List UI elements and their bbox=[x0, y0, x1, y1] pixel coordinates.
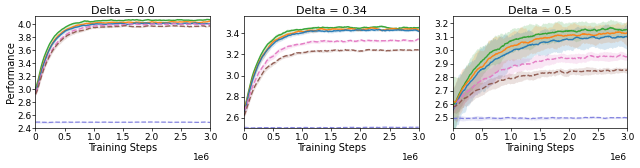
Text: 1e6: 1e6 bbox=[193, 153, 210, 162]
Text: 1e6: 1e6 bbox=[401, 153, 419, 162]
Title: Delta = 0.5: Delta = 0.5 bbox=[508, 6, 572, 16]
X-axis label: Training Steps: Training Steps bbox=[297, 143, 366, 153]
Title: Delta = 0.0: Delta = 0.0 bbox=[91, 6, 155, 16]
X-axis label: Training Steps: Training Steps bbox=[88, 143, 157, 153]
Title: Delta = 0.34: Delta = 0.34 bbox=[296, 6, 367, 16]
Y-axis label: Performance: Performance bbox=[6, 41, 15, 103]
X-axis label: Training Steps: Training Steps bbox=[506, 143, 575, 153]
Text: 1e6: 1e6 bbox=[610, 153, 627, 162]
